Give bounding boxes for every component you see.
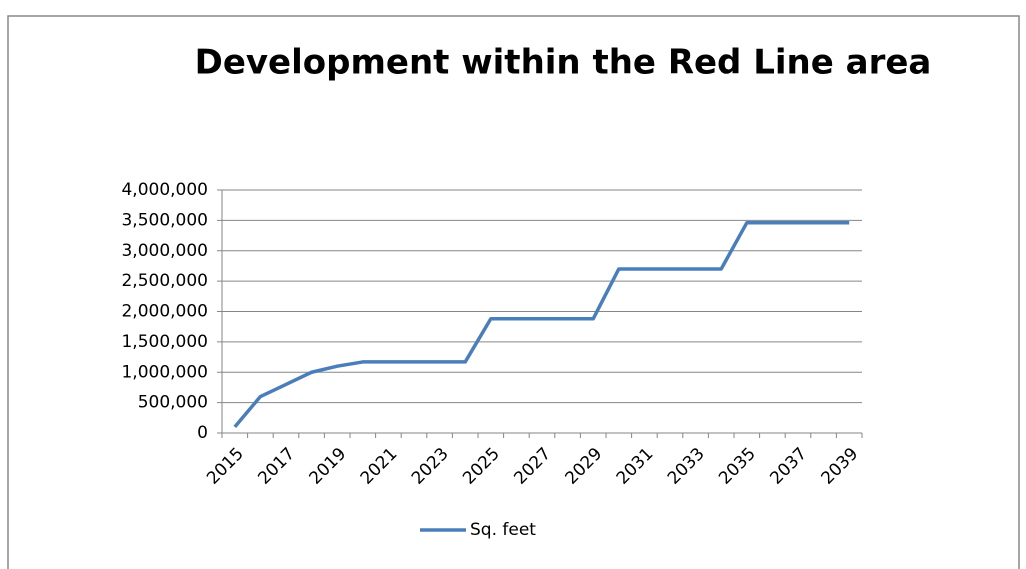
y-tick-label: 500,000 <box>138 393 208 413</box>
chart-title: Development within the Red Line area <box>195 43 932 83</box>
legend-label: Sq. feet <box>470 520 536 540</box>
y-tick-label: 0 <box>197 423 208 443</box>
y-tick-label: 1,500,000 <box>121 332 208 352</box>
y-tick-label: 1,000,000 <box>121 362 208 382</box>
y-tick-label: 2,000,000 <box>121 302 208 322</box>
y-tick-label: 2,500,000 <box>121 271 208 291</box>
line-series <box>233 221 850 429</box>
y-tick-label: 4,000,000 <box>121 180 208 200</box>
y-tick-label: 3,000,000 <box>121 241 208 261</box>
chart-frame <box>7 15 1020 569</box>
y-tick-label: 3,500,000 <box>121 210 208 230</box>
